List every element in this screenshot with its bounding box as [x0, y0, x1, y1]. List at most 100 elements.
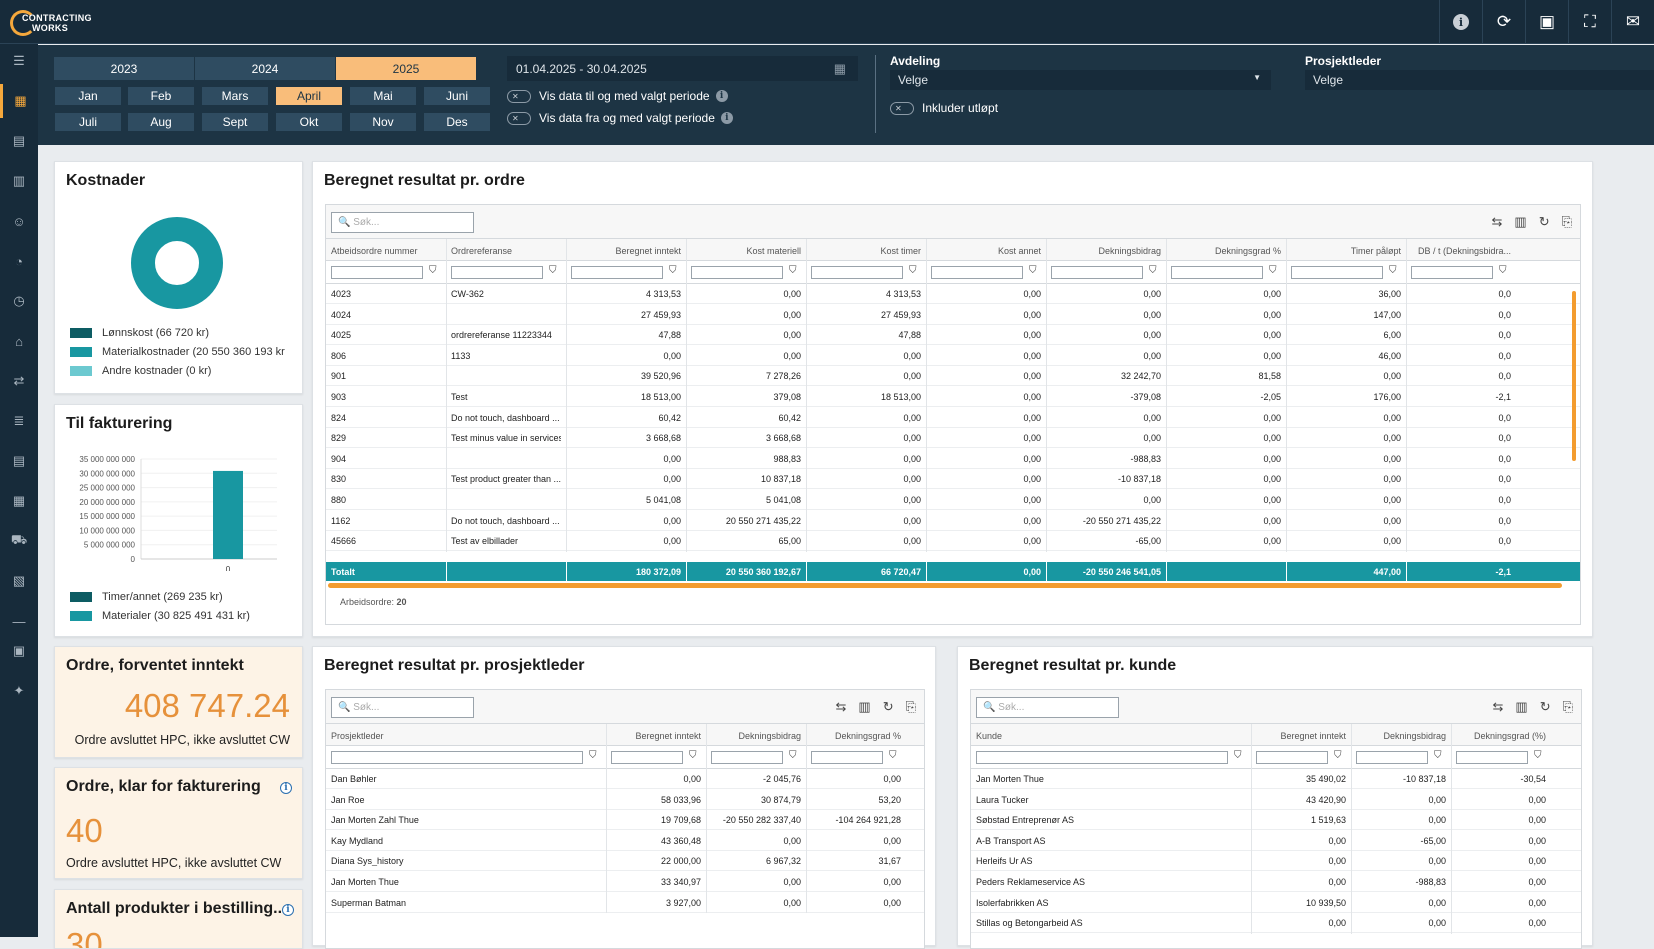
column-filter-input[interactable] [451, 266, 543, 279]
toggle-fra-og-med[interactable]: ✕ Vis data fra og med valgt periode i [507, 111, 733, 125]
excel-icon[interactable]: ⎘ [906, 699, 916, 715]
star-icon[interactable]: ✦ [0, 674, 38, 708]
gauge-icon[interactable]: ◔ [0, 244, 38, 278]
legend-lonnskost[interactable]: Lønnskost (66 720 kr) [70, 327, 209, 339]
column-filter-input[interactable] [1411, 266, 1493, 279]
toggle-switch-2[interactable]: ✕ [507, 112, 531, 125]
column-filter-input[interactable] [811, 266, 903, 279]
export-icon[interactable]: ⇆ [835, 699, 846, 715]
warehouse-icon[interactable]: ⌂ [0, 324, 38, 358]
year-2024-button[interactable]: 2024 [195, 57, 335, 80]
year-2025-button[interactable]: 2025 [336, 57, 476, 80]
fullscreen-icon[interactable]: ⛶ [1568, 0, 1611, 44]
package-icon[interactable]: ▣ [1525, 0, 1568, 44]
column-filter-input[interactable] [611, 751, 683, 764]
prosjektleder-search-input[interactable]: 🔍 Søk... [331, 697, 474, 718]
month-mars-button[interactable]: Mars [202, 87, 268, 105]
report-icon[interactable]: ▧ [0, 564, 38, 598]
export-icon[interactable]: ⇆ [1492, 699, 1503, 715]
legend-andre-kostnader[interactable]: Andre kostnader (0 kr) [70, 365, 211, 377]
month-sept-button[interactable]: Sept [202, 113, 268, 131]
export-icon[interactable]: ⇆ [1491, 214, 1502, 230]
kunde-search-input[interactable]: 🔍 Søk... [976, 697, 1119, 718]
month-juli-button[interactable]: Juli [55, 113, 121, 131]
column-filter-input[interactable] [1256, 751, 1328, 764]
filter-icon[interactable]: ⛉ [689, 750, 697, 761]
column-header[interactable]: Kost annet [931, 246, 1041, 256]
mail-icon[interactable]: ✉ [1611, 0, 1654, 44]
calendar-icon[interactable]: ▦ [834, 61, 846, 77]
calendar-icon[interactable]: ▣ [0, 634, 38, 668]
info-icon[interactable]: i [280, 782, 292, 794]
filter-icon[interactable]: ⛉ [789, 265, 797, 276]
excel-icon[interactable]: ⎘ [1563, 699, 1573, 715]
filter-icon[interactable]: ⛉ [789, 750, 797, 761]
column-filter-input[interactable] [976, 751, 1228, 764]
info-icon[interactable]: i [1439, 0, 1482, 44]
app-logo[interactable]: CONTRACTING WORKS [10, 9, 92, 37]
column-filter-input[interactable] [1291, 266, 1383, 279]
column-header[interactable]: Dekningsbidrag [1051, 246, 1161, 256]
column-header[interactable]: Atbeidsordre nummer [331, 246, 441, 256]
cart-icon[interactable]: ⛟ [0, 524, 38, 558]
filter-icon[interactable]: ⛉ [429, 265, 437, 276]
filter-icon[interactable]: ⛉ [1234, 750, 1242, 761]
column-filter-input[interactable] [811, 751, 883, 764]
column-header[interactable]: Beregnet inntekt [1256, 731, 1346, 741]
transfer-icon[interactable]: ⇄ [0, 364, 38, 398]
refresh-icon[interactable]: ↻ [1540, 699, 1551, 715]
column-filter-input[interactable] [1171, 266, 1263, 279]
filter-icon[interactable]: ⛉ [1269, 265, 1277, 276]
filter-icon[interactable]: ⛉ [1499, 265, 1507, 276]
column-filter-input[interactable] [571, 266, 663, 279]
column-header[interactable]: Dekningsbidrag [1356, 731, 1446, 741]
date-range-input[interactable]: 01.04.2025 - 30.04.2025 ▦ [507, 56, 858, 81]
toggle-til-og-med[interactable]: ✕ Vis data til og med valgt periode i [507, 89, 728, 103]
column-filter-input[interactable] [931, 266, 1023, 279]
month-juni-button[interactable]: Juni [424, 87, 490, 105]
column-header[interactable]: Kost timer [811, 246, 921, 256]
column-header[interactable]: Kost materiell [691, 246, 801, 256]
clock-icon[interactable]: ◷ [0, 284, 38, 318]
month-nov-button[interactable]: Nov [350, 113, 416, 131]
filter-icon[interactable]: ⛉ [1149, 265, 1157, 276]
filter-icon[interactable]: ⛉ [889, 750, 897, 761]
month-mai-button[interactable]: Mai [350, 87, 416, 105]
column-header[interactable]: Ordrereferanse [451, 246, 561, 256]
column-filter-input[interactable] [711, 751, 783, 764]
table-icon[interactable]: ▦ [0, 484, 38, 518]
filter-icon[interactable]: ⛉ [1434, 750, 1442, 761]
month-april-button[interactable]: April [276, 87, 342, 105]
column-header[interactable]: Beregnet inntekt [611, 731, 701, 741]
month-feb-button[interactable]: Feb [128, 87, 194, 105]
invoice-icon[interactable]: ▤ [0, 444, 38, 478]
prosjektleder-select[interactable]: Velge [1305, 70, 1654, 90]
bar-materialer[interactable] [213, 471, 243, 559]
info-icon[interactable]: i [716, 90, 728, 102]
column-filter-input[interactable] [1051, 266, 1143, 279]
legend-materialer[interactable]: Materialer (30 825 491 431 kr) [70, 610, 250, 622]
excel-icon[interactable]: ⎘ [1562, 214, 1572, 230]
column-filter-input[interactable] [331, 266, 423, 279]
column-header[interactable]: Timer påløpt [1291, 246, 1401, 256]
